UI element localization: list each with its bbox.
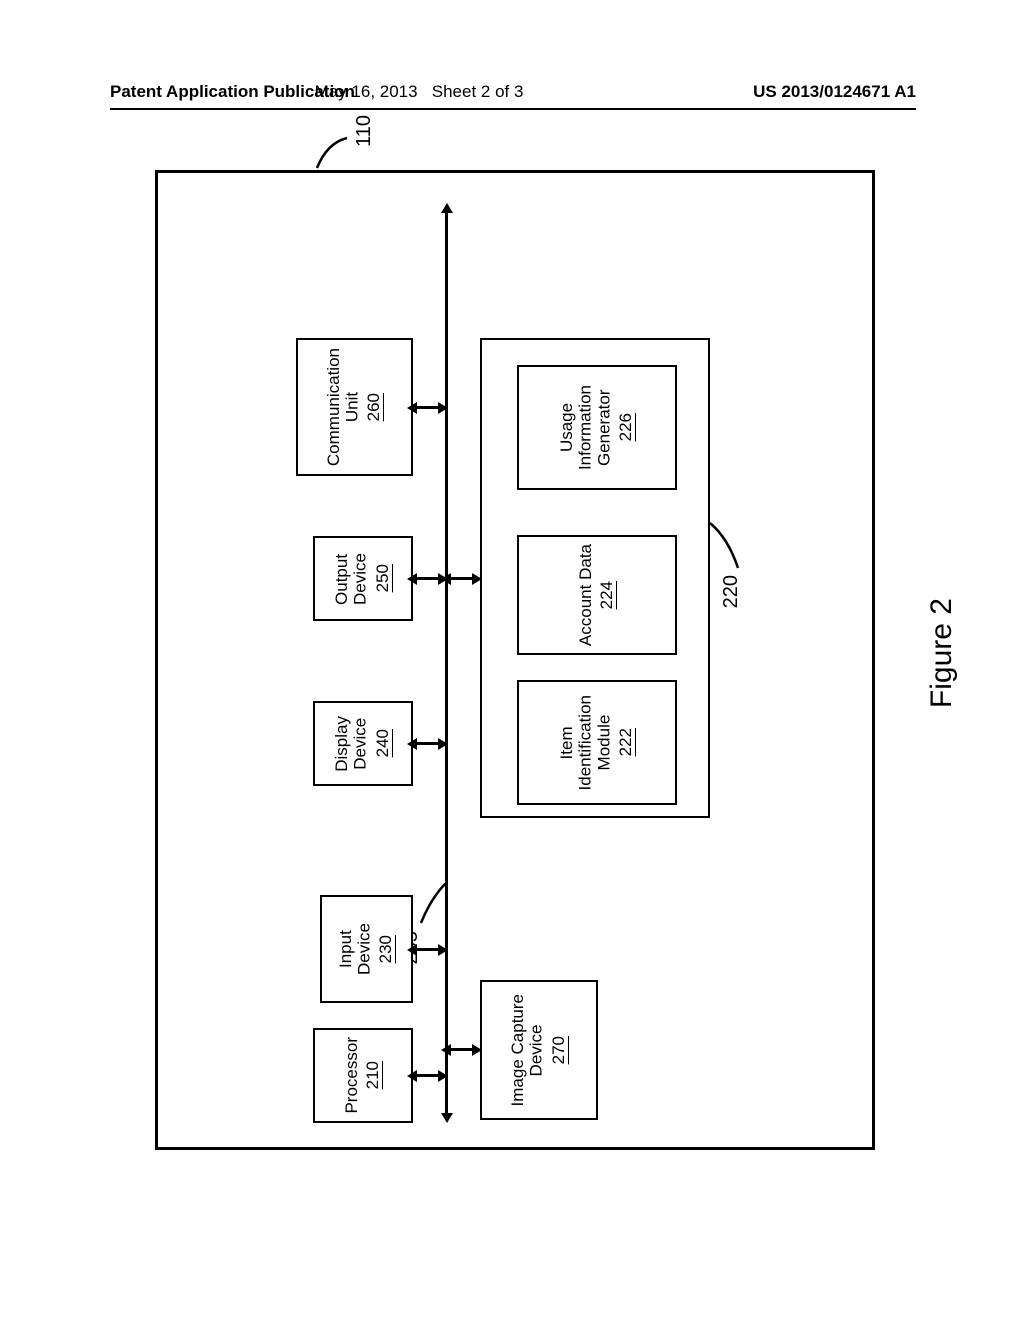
conn-comm-r bbox=[438, 402, 448, 414]
block-item-id-module: Item Identification Module 222 bbox=[517, 680, 677, 805]
label-image-capture: Image Capture Device bbox=[509, 994, 546, 1106]
header-pubno: US 2013/0124671 A1 bbox=[753, 82, 916, 102]
conn-comm-l bbox=[407, 402, 417, 414]
ref-110: 110 bbox=[353, 115, 376, 147]
ref-processor: 210 bbox=[363, 1061, 383, 1089]
ref-account-data: 224 bbox=[597, 581, 617, 609]
ref-input-device: 230 bbox=[376, 935, 396, 963]
conn-processor-l bbox=[407, 1070, 417, 1082]
block-account-data: Account Data 224 bbox=[517, 535, 677, 655]
figure-caption: Figure 2 bbox=[925, 598, 959, 708]
ref-item-id: 222 bbox=[616, 728, 636, 756]
conn-input-r bbox=[438, 944, 448, 956]
conn-memory-l bbox=[441, 573, 451, 585]
ref-output-device: 250 bbox=[373, 564, 393, 592]
block-output-device: Output Device 250 bbox=[313, 536, 413, 621]
conn-output-l bbox=[407, 573, 417, 585]
conn-display-r bbox=[438, 738, 448, 750]
ref-communication-unit: 260 bbox=[364, 393, 384, 421]
conn-memory-r bbox=[472, 573, 482, 585]
label-output-device: Output Device bbox=[333, 553, 370, 605]
lead-205 bbox=[416, 883, 456, 933]
label-item-id: Item Identification Module bbox=[558, 695, 614, 790]
conn-processor-r bbox=[438, 1070, 448, 1082]
bus-line bbox=[445, 213, 448, 1113]
block-communication-unit: Communication Unit 260 bbox=[296, 338, 413, 476]
header-date-sheet: May 16, 2013 Sheet 2 of 3 bbox=[315, 82, 524, 102]
header-date: May 16, 2013 bbox=[315, 82, 418, 101]
block-input-device: Input Device 230 bbox=[320, 895, 413, 1003]
page-root: Patent Application Publication May 16, 2… bbox=[0, 0, 1024, 1320]
label-input-device: Input Device bbox=[337, 903, 374, 995]
block-display-device: Display Device 240 bbox=[313, 701, 413, 786]
outer-device-box: 205 Processor 210 Input Device 230 Displ… bbox=[155, 170, 875, 1150]
ref-220: 220 bbox=[720, 575, 743, 608]
ref-image-capture: 270 bbox=[549, 1036, 569, 1064]
ref-display-device: 240 bbox=[373, 729, 393, 757]
conn-imgcap-l bbox=[441, 1044, 451, 1056]
block-processor: Processor 210 bbox=[313, 1028, 413, 1123]
label-processor: Processor bbox=[343, 1037, 362, 1114]
label-communication-unit: Communication Unit bbox=[325, 348, 362, 466]
figure-area: 110 205 Processor 210 bbox=[155, 170, 875, 1150]
lead-220 bbox=[708, 518, 758, 578]
memory-group: Item Identification Module 222 Account D… bbox=[480, 338, 710, 818]
bus-arrow-bottom bbox=[441, 1113, 453, 1123]
label-account-data: Account Data bbox=[577, 544, 596, 646]
conn-display-l bbox=[407, 738, 417, 750]
ref-usage-info: 226 bbox=[616, 413, 636, 441]
conn-imgcap-r bbox=[472, 1044, 482, 1056]
label-display-device: Display Device bbox=[333, 716, 370, 772]
conn-input-l bbox=[407, 944, 417, 956]
block-image-capture-device: Image Capture Device 270 bbox=[480, 980, 598, 1120]
header-sheet: Sheet 2 of 3 bbox=[432, 82, 524, 101]
bus-arrow-top bbox=[441, 203, 453, 213]
page-header: Patent Application Publication May 16, 2… bbox=[110, 80, 916, 110]
block-usage-info-gen: Usage Information Generator 226 bbox=[517, 365, 677, 490]
label-usage-info: Usage Information Generator bbox=[558, 385, 614, 470]
